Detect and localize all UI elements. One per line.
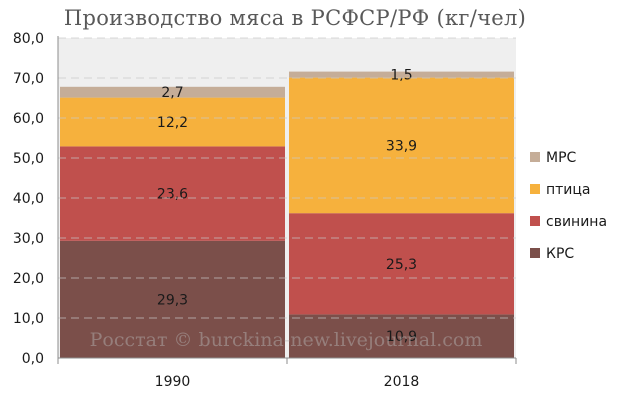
- data-label-КРС-2018: 10,9: [386, 329, 417, 345]
- y-tick-label: 70,0: [13, 71, 44, 87]
- x-tick-label-2018: 2018: [384, 374, 420, 390]
- data-label-МРС-2018: 1,5: [390, 68, 412, 84]
- legend-label-птица: птица: [546, 182, 591, 198]
- legend-label-МРС: МРС: [546, 150, 577, 166]
- bar-segment-КРС-2018: [289, 314, 514, 358]
- bar-segment-свинина-1990: [60, 146, 285, 241]
- chart-title: Производство мяса в РСФСР/РФ (кг/чел): [63, 6, 527, 30]
- data-label-свинина-2018: 25,3: [386, 257, 417, 273]
- y-tick-label: 10,0: [13, 311, 44, 327]
- y-tick-label: 50,0: [13, 151, 44, 167]
- bar-segment-КРС-1990: [60, 240, 285, 358]
- data-label-птица-2018: 33,9: [386, 138, 417, 154]
- legend-swatch-птица: [530, 184, 540, 194]
- bar-segment-МРС-1990: [60, 86, 285, 98]
- bar-segment-МРС-2018: [289, 71, 514, 78]
- data-label-птица-1990: 12,2: [157, 115, 188, 131]
- legend-label-свинина: свинина: [546, 214, 607, 230]
- bar-segment-птица-1990: [60, 97, 285, 147]
- y-tick-label: 40,0: [13, 191, 44, 207]
- legend-swatch-свинина: [530, 216, 540, 226]
- bar-segment-птица-2018: [289, 77, 514, 214]
- y-tick-label: 60,0: [13, 111, 44, 127]
- y-tick-label: 0,0: [22, 351, 44, 367]
- y-tick-label: 80,0: [13, 31, 44, 47]
- bar-segment-свинина-2018: [289, 213, 514, 315]
- y-tick-label: 20,0: [13, 271, 44, 287]
- legend-swatch-КРС: [530, 248, 540, 258]
- data-label-свинина-1990: 23,6: [157, 187, 188, 203]
- legend-label-КРС: КРС: [546, 246, 574, 262]
- legend-swatch-МРС: [530, 152, 540, 162]
- y-tick-label: 30,0: [13, 231, 44, 247]
- data-label-КРС-1990: 29,3: [157, 292, 188, 308]
- watermark-text: Росстат © burckina-new.livejournal.com: [90, 329, 483, 351]
- x-tick-label-1990: 1990: [155, 374, 191, 390]
- data-label-МРС-1990: 2,7: [161, 85, 183, 101]
